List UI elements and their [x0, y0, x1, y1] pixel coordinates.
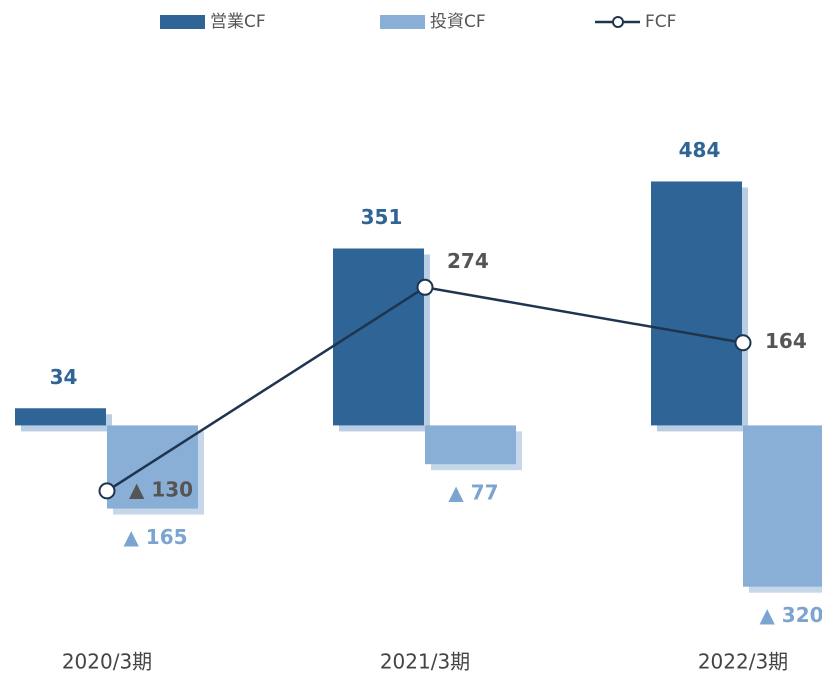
- data-label: ▲ 320: [759, 603, 822, 627]
- data-label: ▲ 165: [123, 525, 187, 549]
- data-label: 164: [765, 329, 807, 353]
- bar: [15, 408, 106, 426]
- legend-label: 投資CF: [430, 12, 486, 32]
- bar: [425, 425, 516, 465]
- data-label: ▲ 130: [129, 477, 193, 501]
- data-label: ▲ 77: [448, 481, 498, 505]
- legend-swatch: [380, 15, 425, 29]
- bar: [107, 425, 198, 509]
- x-tick-label: 2021/3期: [380, 650, 470, 674]
- bar: [743, 425, 822, 587]
- data-label: 484: [679, 138, 721, 162]
- bar: [651, 181, 742, 426]
- legend-swatch: [160, 15, 205, 29]
- legend-marker: [612, 16, 624, 28]
- data-label: 351: [361, 205, 403, 229]
- x-tick-label: 2022/3期: [698, 650, 788, 674]
- legend-label: 営業CF: [210, 12, 266, 32]
- line-marker: [98, 482, 116, 500]
- legend-label: FCF: [645, 12, 676, 32]
- line-marker: [416, 278, 434, 296]
- data-label: 34: [50, 365, 78, 389]
- data-label: 274: [447, 249, 489, 273]
- line-marker: [734, 334, 752, 352]
- x-tick-label: 2020/3期: [62, 650, 152, 674]
